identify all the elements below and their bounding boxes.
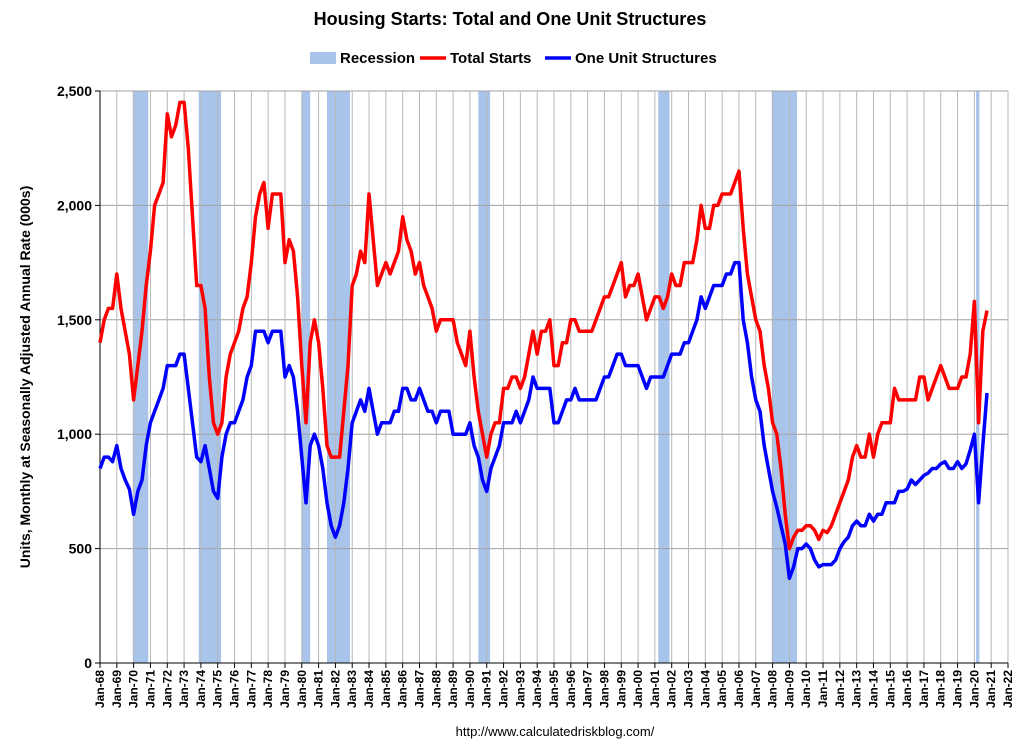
source: http://www.calculatedriskblog.com/ (456, 724, 655, 739)
recession-band (478, 91, 491, 663)
y-tick-label: 500 (69, 541, 93, 557)
x-tick-label: Jan-07 (749, 670, 763, 708)
x-tick-label: Jan-00 (631, 670, 645, 708)
y-axis-label: Units, Monthly at Seasonally Adjusted An… (17, 186, 33, 568)
y-tick-label: 2,000 (57, 197, 92, 213)
x-tick-label: Jan-70 (127, 670, 141, 708)
x-tick-label: Jan-84 (362, 670, 376, 708)
x-tick-label: Jan-08 (766, 670, 780, 708)
x-tick-label: Jan-81 (312, 670, 326, 708)
x-tick-label: Jan-95 (547, 670, 561, 708)
x-tick-label: Jan-82 (328, 670, 342, 708)
recession-band (132, 91, 149, 663)
legend-label: Total Starts (450, 50, 531, 67)
legend-label: One Unit Structures (575, 50, 717, 67)
recession-band (771, 91, 797, 663)
x-tick-label: Jan-96 (564, 670, 578, 708)
x-tick-label: Jan-77 (244, 670, 258, 708)
x-tick-label: Jan-76 (228, 670, 242, 708)
y-tick-label: 1,000 (57, 426, 92, 442)
x-tick-label: Jan-74 (194, 670, 208, 708)
x-tick-label: Jan-12 (833, 670, 847, 708)
x-tick-label: Jan-75 (211, 670, 225, 708)
x-tick-label: Jan-87 (412, 670, 426, 708)
x-tick-label: Jan-71 (143, 670, 157, 708)
x-tick-label: Jan-80 (295, 670, 309, 708)
x-tick-label: Jan-90 (463, 670, 477, 708)
x-tick-label: Jan-21 (984, 670, 998, 708)
x-tick-label: Jan-99 (614, 670, 628, 708)
x-tick-label: Jan-91 (480, 670, 494, 708)
legend-swatch (310, 52, 336, 64)
x-tick-label: Jan-89 (446, 670, 460, 708)
x-tick-label: Jan-03 (682, 670, 696, 708)
x-tick-label: Jan-14 (866, 670, 880, 708)
x-tick-label: Jan-88 (429, 670, 443, 708)
x-tick-label: Jan-20 (967, 670, 981, 708)
x-tick-label: Jan-73 (177, 670, 191, 708)
x-tick-label: Jan-68 (93, 670, 107, 708)
x-tick-label: Jan-85 (379, 670, 393, 708)
series-line (98, 100, 989, 551)
x-tick-label: Jan-98 (597, 670, 611, 708)
chart-title: Housing Starts: Total and One Unit Struc… (314, 9, 707, 29)
x-tick-label: Jan-97 (581, 670, 595, 708)
x-tick-label: Jan-93 (513, 670, 527, 708)
y-tick-label: 2,500 (57, 83, 92, 99)
x-tick-label: Jan-02 (665, 670, 679, 708)
recession-band (327, 91, 351, 663)
x-tick-label: Jan-15 (883, 670, 897, 708)
x-tick-label: Jan-18 (934, 670, 948, 708)
y-tick-label: 0 (84, 655, 92, 671)
x-tick-label: Jan-06 (732, 670, 746, 708)
x-tick-label: Jan-01 (648, 670, 662, 708)
x-tick-label: Jan-72 (160, 670, 174, 708)
x-tick-label: Jan-83 (345, 670, 359, 708)
x-tick-label: Jan-86 (396, 670, 410, 708)
x-tick-label: Jan-04 (698, 670, 712, 708)
x-tick-label: Jan-10 (799, 670, 813, 708)
x-tick-label: Jan-16 (900, 670, 914, 708)
x-tick-label: Jan-11 (816, 670, 830, 708)
x-tick-label: Jan-17 (917, 670, 931, 708)
legend-label: Recession (340, 50, 415, 67)
recession-band (301, 91, 311, 663)
x-tick-label: Jan-69 (110, 670, 124, 708)
x-tick-label: Jan-19 (951, 670, 965, 708)
x-tick-label: Jan-79 (278, 670, 292, 708)
x-tick-label: Jan-13 (850, 670, 864, 708)
x-tick-label: Jan-09 (782, 670, 796, 708)
y-tick-label: 1,500 (57, 312, 92, 328)
x-tick-label: Jan-78 (261, 670, 275, 708)
series-line (98, 260, 989, 581)
x-tick-label: Jan-92 (497, 670, 511, 708)
x-tick-label: Jan-05 (715, 670, 729, 708)
x-tick-label: Jan-22 (1001, 670, 1015, 708)
x-tick-label: Jan-94 (530, 670, 544, 708)
